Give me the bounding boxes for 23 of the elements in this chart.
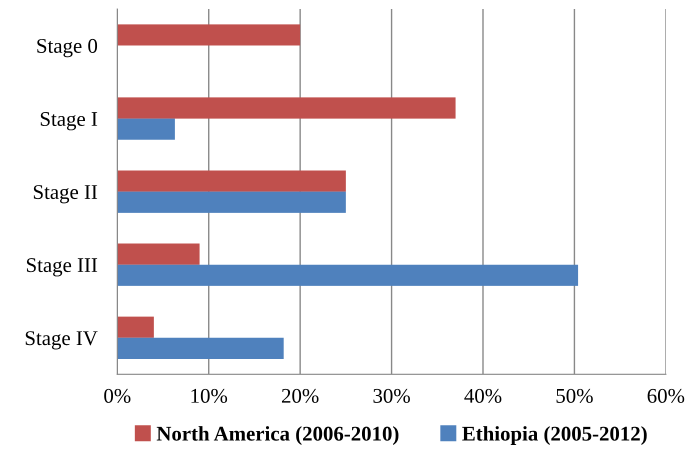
bar xyxy=(117,264,578,286)
y-tick-label: Stage I xyxy=(40,112,98,130)
x-tick-label: 40% xyxy=(464,388,502,403)
x-tick-label: 0% xyxy=(104,388,130,403)
bar xyxy=(117,192,346,213)
x-tick-label: 20% xyxy=(282,388,319,403)
bar xyxy=(117,24,300,46)
y-tick-label: Stage III xyxy=(26,258,98,276)
y-tick-label: Stage IV xyxy=(26,331,98,350)
bar xyxy=(117,118,175,140)
x-tick-label: 30% xyxy=(373,388,410,403)
y-tick-label: Stage 0 xyxy=(37,38,98,58)
y-tick-label: Stage II xyxy=(34,185,98,204)
bar xyxy=(117,244,200,265)
bar xyxy=(117,170,346,192)
legend-label: Ethiopia (2005-2012) xyxy=(462,426,647,445)
bar xyxy=(117,338,284,359)
legend-label: North America (2006-2010) xyxy=(156,426,398,445)
x-tick-label: 10% xyxy=(191,388,228,403)
x-tick-label: 50% xyxy=(556,388,593,403)
bar xyxy=(117,97,456,119)
x-tick-label: 60% xyxy=(648,388,684,403)
bar xyxy=(117,316,154,338)
